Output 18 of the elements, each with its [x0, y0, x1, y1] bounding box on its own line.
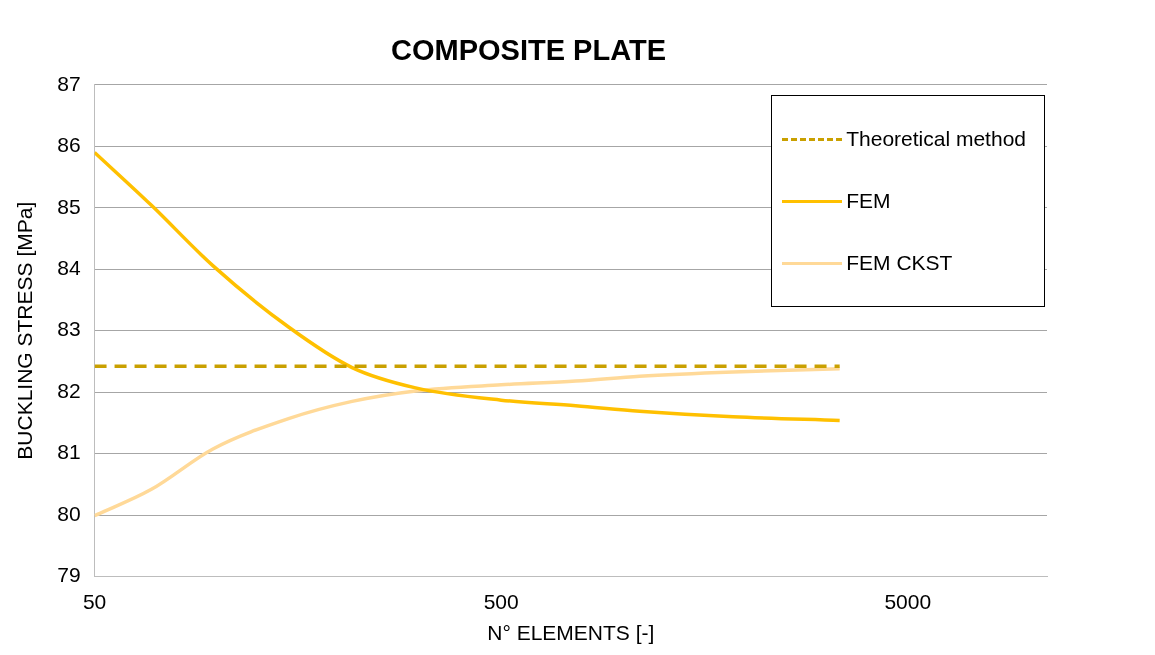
y-tick-label: 86 — [57, 133, 81, 157]
y-tick-label: 85 — [57, 194, 81, 218]
y-tick-label: 84 — [57, 256, 81, 280]
x-tick-label: 50 — [82, 590, 107, 613]
x-axis-title: N° ELEMENTS [-] — [487, 621, 655, 645]
legend-label: Theoretical method — [846, 127, 1026, 151]
y-tick-label: 87 — [57, 71, 81, 95]
y-tick-label: 80 — [57, 501, 81, 525]
y-tick-label: 83 — [57, 317, 81, 341]
x-tick-label: 5000 — [884, 590, 932, 613]
chart-title: COMPOSITE PLATE — [391, 34, 666, 67]
y-tick-label: 79 — [57, 563, 81, 587]
y-tick-label: 82 — [57, 378, 81, 402]
y-tick-label: 81 — [57, 440, 81, 464]
x-tick-label: 500 — [483, 590, 519, 613]
legend-label: FEM CKST — [846, 251, 953, 275]
y-axis-title: BUCKLING STRESS [MPa] — [13, 201, 37, 460]
legend-label: FEM — [846, 189, 891, 213]
